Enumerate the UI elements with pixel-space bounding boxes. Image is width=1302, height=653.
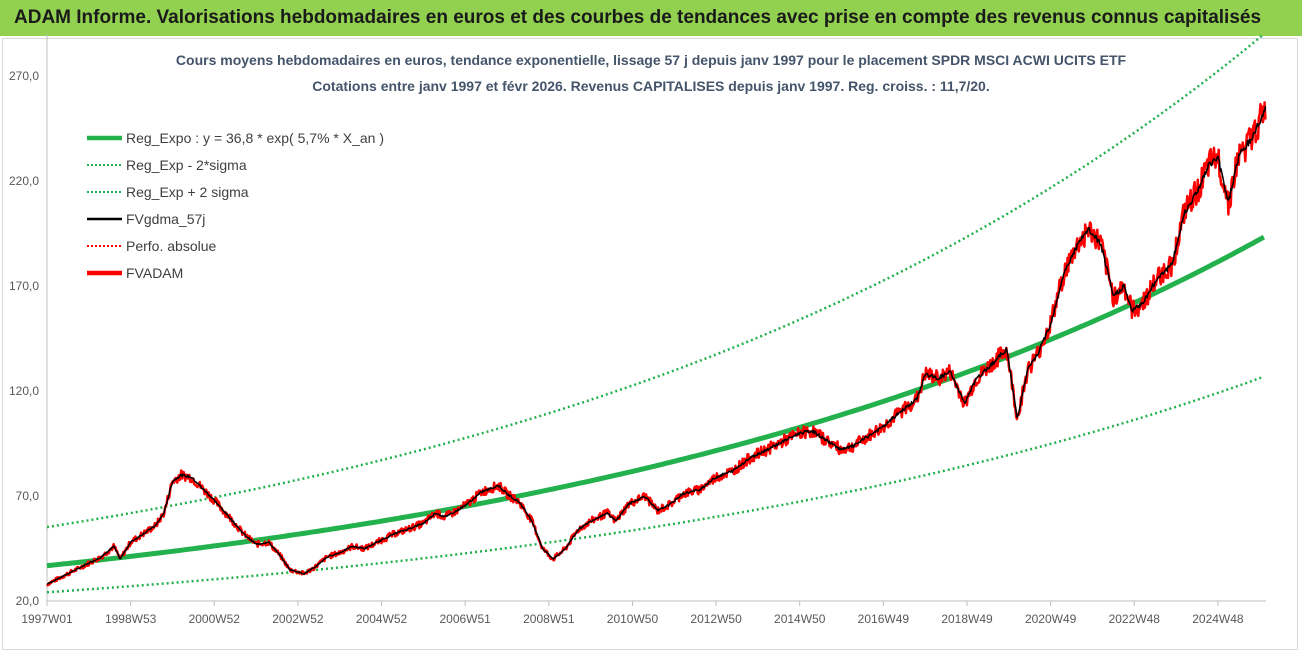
y-tick-label: 170,0 <box>9 279 39 293</box>
legend-label: Reg_Exp - 2*sigma <box>126 157 247 173</box>
x-tick-label: 2018W49 <box>941 612 993 626</box>
reg-exp-minus-2sigma-line <box>46 375 1265 594</box>
chart-frame <box>2 38 1298 650</box>
legend-label: FVgdma_57j <box>126 211 205 227</box>
x-tick-label: 2024W48 <box>1192 612 1244 626</box>
legend-label: FVADAM <box>126 265 183 281</box>
x-tick-label: 2006W51 <box>439 612 491 626</box>
x-tick-label: 1998W53 <box>105 612 157 626</box>
chart-subtitle: Cotations entre janv 1997 et févr 2026. … <box>312 78 990 94</box>
x-tick-label: 2022W48 <box>1109 612 1161 626</box>
report-banner: ADAM Informe. Valorisations hebdomadaire… <box>0 0 1302 36</box>
legend-label: Reg_Exp + 2 sigma <box>126 184 249 200</box>
y-tick-label: 270,0 <box>9 69 39 83</box>
fvadam-line <box>46 101 1267 587</box>
chart-title: Cours moyens hebdomadaires en euros, ten… <box>175 52 1127 68</box>
x-tick-label: 2020W49 <box>1025 612 1077 626</box>
fvgdma-57j-line <box>46 105 1267 585</box>
legend-label: Reg_Expo : y = 36,8 * exp( 5,7% * X_an ) <box>126 130 384 146</box>
x-tick-label: 2002W52 <box>272 612 324 626</box>
x-tick-label: 2012W50 <box>690 612 742 626</box>
legend-label: Perfo. absolue <box>126 238 216 254</box>
x-tick-label: 2010W50 <box>607 612 659 626</box>
x-tick-label: 2014W50 <box>774 612 826 626</box>
x-tick-label: 2000W52 <box>189 612 241 626</box>
x-tick-label: 1997W01 <box>21 612 73 626</box>
y-tick-label: 120,0 <box>9 384 39 398</box>
y-tick-label: 220,0 <box>9 174 39 188</box>
x-tick-label: 2004W52 <box>356 612 408 626</box>
report-title: ADAM Informe. Valorisations hebdomadaire… <box>14 7 1262 28</box>
x-tick-label: 2008W51 <box>523 612 575 626</box>
x-tick-label: 2016W49 <box>858 612 910 626</box>
reg-exp-plus-2sigma-line <box>46 33 1265 529</box>
y-tick-label: 70,0 <box>16 489 40 503</box>
y-tick-label: 20,0 <box>16 594 40 608</box>
